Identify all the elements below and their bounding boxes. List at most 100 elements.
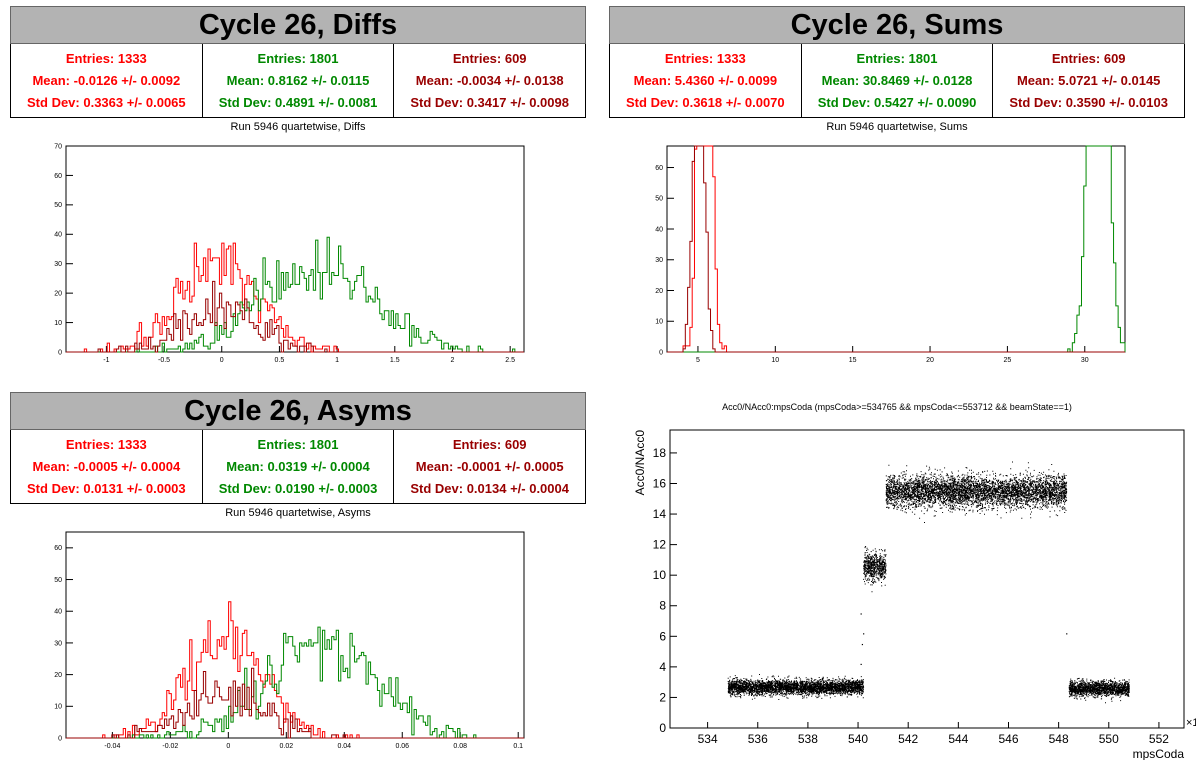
x-tick-label: 542 bbox=[898, 732, 918, 746]
stat-entries: Entries: 1801 bbox=[257, 437, 339, 453]
histogram-series-darkred bbox=[66, 280, 524, 353]
scatter-outlier bbox=[863, 633, 865, 635]
y-tick-label: 12 bbox=[653, 538, 667, 552]
x-tick-label: 10 bbox=[771, 357, 779, 364]
asyms-stats-red: Entries: 1333 Mean: -0.0005 +/- 0.0004 S… bbox=[11, 430, 203, 503]
y-tick-label: 10 bbox=[653, 568, 667, 582]
stat-std: Std Dev: 0.5427 +/- 0.0090 bbox=[817, 94, 977, 110]
x-tick-label: 550 bbox=[1099, 732, 1119, 746]
x-tick-label: 1.5 bbox=[390, 357, 400, 364]
histogram-series-darkred bbox=[66, 667, 524, 739]
stat-mean: Mean: 0.8162 +/- 0.0115 bbox=[226, 72, 370, 88]
scatter-cluster-2 bbox=[885, 461, 1068, 523]
stat-mean: Mean: 30.8469 +/- 0.0128 bbox=[821, 72, 973, 88]
y-tick-label: 6 bbox=[659, 629, 666, 643]
x-tick-label: 0.5 bbox=[275, 357, 285, 364]
y-tick-label: 50 bbox=[54, 202, 62, 209]
x-tick-label: -0.02 bbox=[162, 743, 178, 750]
stat-std: Std Dev: 0.0190 +/- 0.0003 bbox=[218, 480, 378, 496]
histogram-series-green bbox=[66, 626, 524, 739]
stat-mean: Mean: -0.0126 +/- 0.0092 bbox=[32, 72, 181, 88]
x-tick-label: 544 bbox=[948, 732, 968, 746]
sums-stats-box: Entries: 1333 Mean: 5.4360 +/- 0.0099 St… bbox=[609, 44, 1185, 118]
x-tick-label: 548 bbox=[1049, 732, 1069, 746]
stat-std: Std Dev: 0.0134 +/- 0.0004 bbox=[410, 480, 569, 496]
y-tick-label: 20 bbox=[655, 288, 663, 295]
sums-stats-darkred: Entries: 609 Mean: 5.0721 +/- 0.0145 Std… bbox=[993, 44, 1184, 117]
y-tick-label: 70 bbox=[54, 143, 62, 150]
diffs-stats-box: Entries: 1333 Mean: -0.0126 +/- 0.0092 S… bbox=[10, 44, 586, 118]
asyms-histogram: -0.04 -0.02 0 0.02 0.04 0.06 0.08 0.1 0 10 20 30 40 5… bbox=[54, 531, 525, 750]
scatter-points bbox=[727, 461, 1130, 704]
histogram-series-red bbox=[667, 145, 1125, 353]
stat-entries: Entries: 609 bbox=[452, 437, 527, 453]
histogram-series-red bbox=[66, 242, 524, 353]
y-tick-label: 18 bbox=[653, 446, 667, 460]
histogram-series-green bbox=[667, 145, 1126, 353]
sums-title: Cycle 26, Sums bbox=[609, 6, 1185, 44]
x-tick-label: -0.5 bbox=[158, 357, 170, 364]
scatter-title: Acc0/NAcc0:mpsCoda (mpsCoda>=534765 && m… bbox=[722, 402, 1072, 412]
stat-mean: Mean: -0.0005 +/- 0.0004 bbox=[32, 458, 181, 474]
diffs-title: Cycle 26, Diffs bbox=[10, 6, 586, 44]
y-tick-label: 0 bbox=[58, 735, 62, 742]
plot-frame bbox=[669, 429, 1185, 729]
scatter-outlier bbox=[861, 643, 864, 646]
y-tick-label: 40 bbox=[54, 232, 62, 239]
stat-entries: Entries: 1333 bbox=[65, 51, 147, 67]
y-axis-label: Acc0/NAcc0 bbox=[633, 430, 647, 496]
stat-entries: Entries: 609 bbox=[1051, 51, 1126, 67]
sums-stats-green: Entries: 1801 Mean: 30.8469 +/- 0.0128 S… bbox=[802, 44, 994, 117]
stat-mean: Mean: 5.4360 +/- 0.0099 bbox=[633, 72, 778, 88]
x-tick-label: 552 bbox=[1149, 732, 1169, 746]
stat-mean: Mean: 0.0319 +/- 0.0004 bbox=[226, 458, 370, 474]
y-tick-label: 30 bbox=[54, 640, 62, 647]
x-tick-label: 0.08 bbox=[453, 743, 467, 750]
diffs-histogram: -1 -0.5 0 0.5 1 1.5 2 2.5 0 10 20 30 40 50 60 70 bbox=[54, 143, 525, 364]
x-tick-label: 0.06 bbox=[395, 743, 409, 750]
stat-std: Std Dev: 0.3417 +/- 0.0098 bbox=[410, 94, 569, 110]
y-tick-label: 0 bbox=[58, 349, 62, 356]
y-tick-label: 20 bbox=[54, 672, 62, 679]
stat-std: Std Dev: 0.4891 +/- 0.0081 bbox=[218, 94, 378, 110]
x-tick-label: 2.5 bbox=[505, 357, 515, 364]
y-tick-label: 60 bbox=[655, 165, 663, 172]
scatter-cluster-1 bbox=[863, 546, 887, 593]
scatter-plot: 534 536 538 540 542 544 546 548 550 552 0 2 4 6 8 10 12 1… bbox=[633, 429, 1196, 760]
y-tick-label: 8 bbox=[659, 599, 666, 613]
diffs-subtitle: Run 5946 quartetwise, Diffs bbox=[230, 121, 366, 133]
stat-entries: Entries: 1801 bbox=[257, 51, 339, 67]
x-tick-label: 546 bbox=[998, 732, 1018, 746]
y-tick-label: 14 bbox=[653, 507, 667, 521]
sums-stats-red: Entries: 1333 Mean: 5.4360 +/- 0.0099 St… bbox=[610, 44, 802, 117]
x-tick-label: 30 bbox=[1081, 357, 1089, 364]
diffs-stats-green: Entries: 1801 Mean: 0.8162 +/- 0.0115 St… bbox=[203, 44, 395, 117]
x-axis-label: mpsCoda bbox=[1133, 747, 1185, 760]
histogram-series-darkred bbox=[667, 145, 1125, 353]
histogram-series-red bbox=[66, 601, 524, 739]
asyms-title: Cycle 26, Asyms bbox=[10, 392, 586, 430]
x-tick-label: -1 bbox=[103, 357, 109, 364]
asyms-subtitle: Run 5946 quartetwise, Asyms bbox=[225, 507, 371, 519]
stat-mean: Mean: -0.0001 +/- 0.0005 bbox=[415, 458, 564, 474]
y-tick-label: 10 bbox=[655, 319, 663, 326]
y-tick-label: 2 bbox=[659, 690, 666, 704]
stat-mean: Mean: 5.0721 +/- 0.0145 bbox=[1016, 72, 1161, 88]
x-tick-label: 20 bbox=[926, 357, 934, 364]
y-tick-label: 4 bbox=[659, 660, 666, 674]
diffs-stats-red: Entries: 1333 Mean: -0.0126 +/- 0.0092 S… bbox=[11, 44, 203, 117]
stat-mean: Mean: -0.0034 +/- 0.0138 bbox=[415, 72, 564, 88]
x-tick-label: 0 bbox=[226, 743, 230, 750]
y-tick-label: 40 bbox=[54, 609, 62, 616]
x-tick-label: 540 bbox=[848, 732, 868, 746]
x-tick-label: 0.1 bbox=[513, 743, 523, 750]
x-tick-label: 536 bbox=[748, 732, 768, 746]
stat-std: Std Dev: 0.3618 +/- 0.0070 bbox=[626, 94, 785, 110]
x-tick-label: 25 bbox=[1004, 357, 1012, 364]
stat-std: Std Dev: 0.0131 +/- 0.0003 bbox=[27, 480, 186, 496]
y-tick-label: 30 bbox=[655, 257, 663, 264]
scatter-outlier bbox=[860, 663, 862, 666]
x-tick-label: 534 bbox=[698, 732, 718, 746]
y-tick-label: 40 bbox=[655, 226, 663, 233]
y-tick-label: 10 bbox=[54, 320, 62, 327]
